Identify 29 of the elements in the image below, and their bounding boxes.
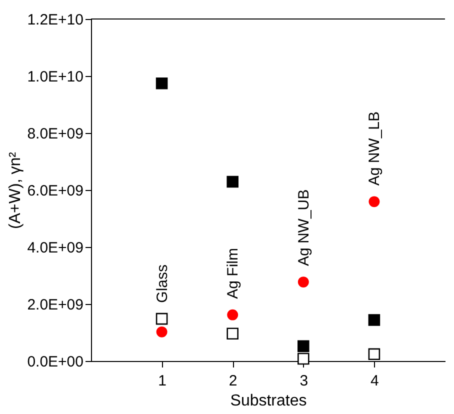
annotation: Ag NW_LB: [366, 111, 384, 186]
point: [368, 196, 380, 208]
point: [298, 276, 309, 288]
y-tick-label: 1.0E+10: [27, 68, 84, 86]
point: [368, 314, 380, 326]
x-tick-label: 4: [370, 372, 379, 390]
y-tick-label: 2.0E+09: [27, 296, 84, 314]
y-tick-label: 0.0E+00: [27, 354, 84, 370]
point: [226, 328, 238, 340]
y-axis-title: (A+W), γn²: [7, 151, 24, 229]
y-tick-label: 6.0E+09: [27, 182, 84, 200]
x-tick-label: 1: [158, 372, 166, 390]
x-axis-title: Substrates: [230, 392, 307, 410]
x-tick-label: 3: [300, 372, 308, 390]
point: [156, 78, 168, 90]
y-tick-label: 8.0E+09: [27, 126, 84, 142]
point: [156, 312, 168, 325]
annotation: Ag NW_UB: [295, 189, 312, 266]
point: [226, 176, 238, 188]
annotation: Glass: [154, 264, 171, 303]
point: [298, 352, 310, 365]
x-tick-label: 2: [228, 372, 238, 390]
point: [298, 340, 310, 352]
point: [368, 348, 380, 360]
point: [227, 309, 238, 320]
annotation: Ag Film: [224, 248, 242, 299]
y-tick-label: 4.0E+09: [27, 240, 84, 256]
y-tick-label: 1.2E+10: [27, 12, 84, 28]
point: [156, 326, 168, 338]
